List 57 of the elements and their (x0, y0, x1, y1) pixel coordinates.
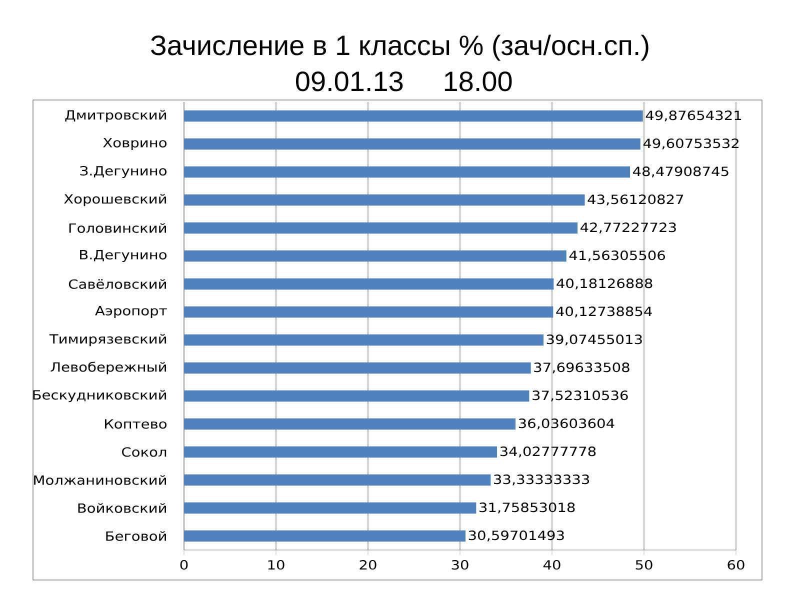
data-label: 33,33333333 (494, 474, 590, 486)
data-label: 34,02777778 (500, 446, 596, 458)
data-label: 40,12738854 (556, 306, 652, 318)
y-tick-label: Левобережный (50, 362, 166, 374)
data-label: 31,75853018 (480, 502, 575, 514)
bar (184, 250, 566, 262)
data-label: 42,77227723 (580, 222, 676, 234)
x-tick-label: 0 (180, 560, 188, 570)
y-tick-label: Войковский (78, 503, 166, 513)
bar (184, 334, 544, 346)
y-tick-label: Хорошевский (64, 194, 166, 206)
x-tick-label: 10 (268, 560, 284, 570)
data-label: 39,07455013 (546, 334, 642, 346)
bar (184, 306, 554, 318)
chart-subtitle: 09.01.13 18.00 (296, 71, 512, 92)
y-tick-label: Дмитровский (65, 110, 166, 122)
y-tick-label: Ховрино (103, 138, 166, 150)
data-label: 41,56305506 (569, 250, 666, 262)
y-tick-label: Бескудниковский (33, 390, 166, 402)
data-label: 49,87654321 (646, 110, 742, 122)
y-tick-label: Коптево (104, 419, 166, 429)
y-tick-label: В.Дегунино (80, 250, 166, 262)
x-tick-label: 40 (543, 560, 560, 570)
bar (184, 446, 498, 458)
data-label: 40,18126888 (556, 278, 652, 290)
data-label: 36,03603604 (518, 418, 614, 430)
x-tick-label: 60 (728, 560, 744, 570)
data-label: 43,56120827 (588, 194, 684, 206)
bar (184, 502, 476, 514)
bar (184, 110, 643, 122)
data-label: 49,60753532 (643, 138, 738, 150)
y-tick-label: Сокол (122, 447, 166, 457)
x-tick-label: 50 (636, 560, 652, 570)
bar (184, 278, 554, 290)
bar (184, 530, 466, 542)
y-tick-label: Тимирязевский (49, 334, 166, 346)
bar (184, 474, 491, 486)
y-tick-label: Беговой (106, 531, 166, 541)
data-label: 37,52310536 (532, 390, 628, 402)
bar (184, 138, 640, 150)
x-tick-label: 20 (360, 560, 376, 570)
x-tick-label: 30 (452, 560, 468, 570)
bar (184, 194, 585, 206)
y-tick-label: Савёловский (68, 279, 166, 289)
data-label: 30,59701493 (468, 530, 564, 542)
data-label: 48,47908745 (632, 166, 728, 178)
y-tick-label: Аэропорт (95, 306, 167, 318)
y-tick-label: Головинский (69, 223, 166, 233)
bar (184, 362, 531, 374)
bar (184, 418, 516, 430)
data-label: 37,69633508 (534, 362, 630, 374)
chart-title: Зачисление в 1 классы % (зач/осн.сп.) (150, 34, 648, 61)
y-tick-label: Молжаниновский (34, 475, 166, 485)
bar (184, 222, 578, 234)
bar (184, 390, 530, 402)
bar (184, 166, 630, 178)
y-tick-label: З.Дегунино (80, 166, 166, 178)
